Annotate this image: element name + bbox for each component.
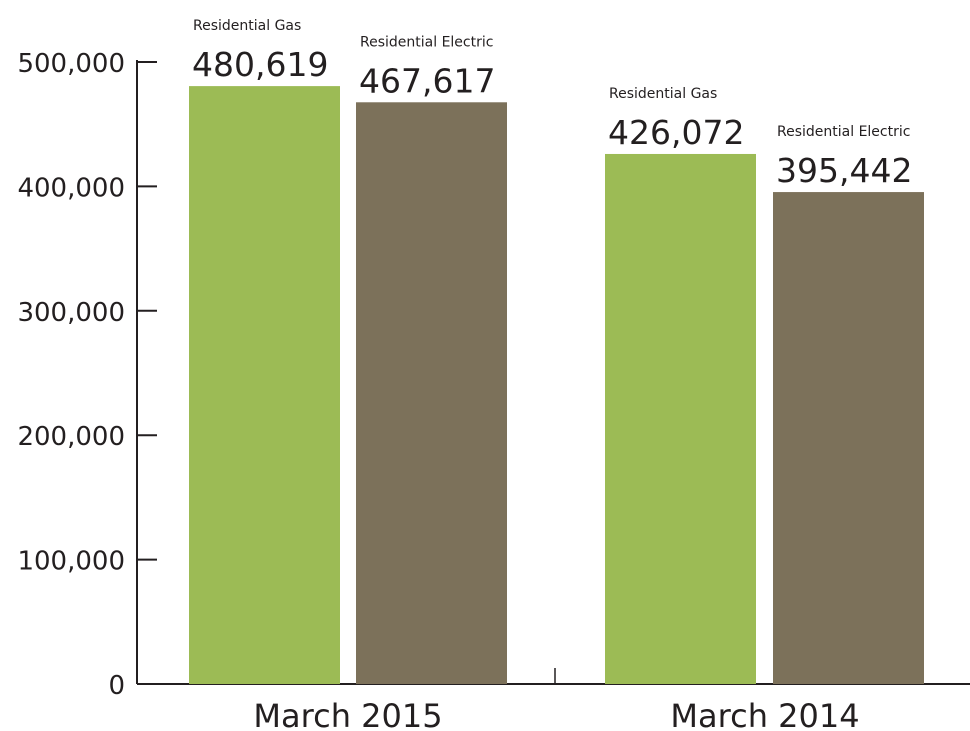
y-tick-label: 0 <box>108 671 125 701</box>
y-tick-label: 400,000 <box>17 173 125 203</box>
bar-value-label: 467,617 <box>359 61 495 100</box>
bar-value-label: 480,619 <box>192 45 328 84</box>
bar-value-label: 426,072 <box>608 113 744 152</box>
x-category-label: March 2014 <box>670 697 859 731</box>
x-category-label: March 2015 <box>253 697 442 731</box>
y-tick-label: 500,000 <box>17 49 125 79</box>
bar-series-label: Residential Electric <box>360 34 493 50</box>
bar-labels: Residential Gas 480,619 Residential Electr… <box>192 18 912 190</box>
bars <box>189 86 924 685</box>
bar-value-label: 395,442 <box>776 151 912 190</box>
y-tick-label: 100,000 <box>17 547 125 577</box>
bar-series-label: Residential Gas <box>609 86 717 102</box>
bar-residential-gas <box>605 153 756 684</box>
bar-residential-gas <box>189 86 340 684</box>
bar-residential-electric <box>356 102 507 685</box>
bar-series-label: Residential Electric <box>777 124 910 140</box>
y-tick-label: 200,000 <box>17 422 125 452</box>
y-tick-label: 300,000 <box>17 298 125 328</box>
bar-series-label: Residential Gas <box>193 18 301 34</box>
axes: 0 100,000 200,000 300,000 400,000 500,000 Marc… <box>17 49 970 731</box>
bar-residential-electric <box>773 192 924 685</box>
